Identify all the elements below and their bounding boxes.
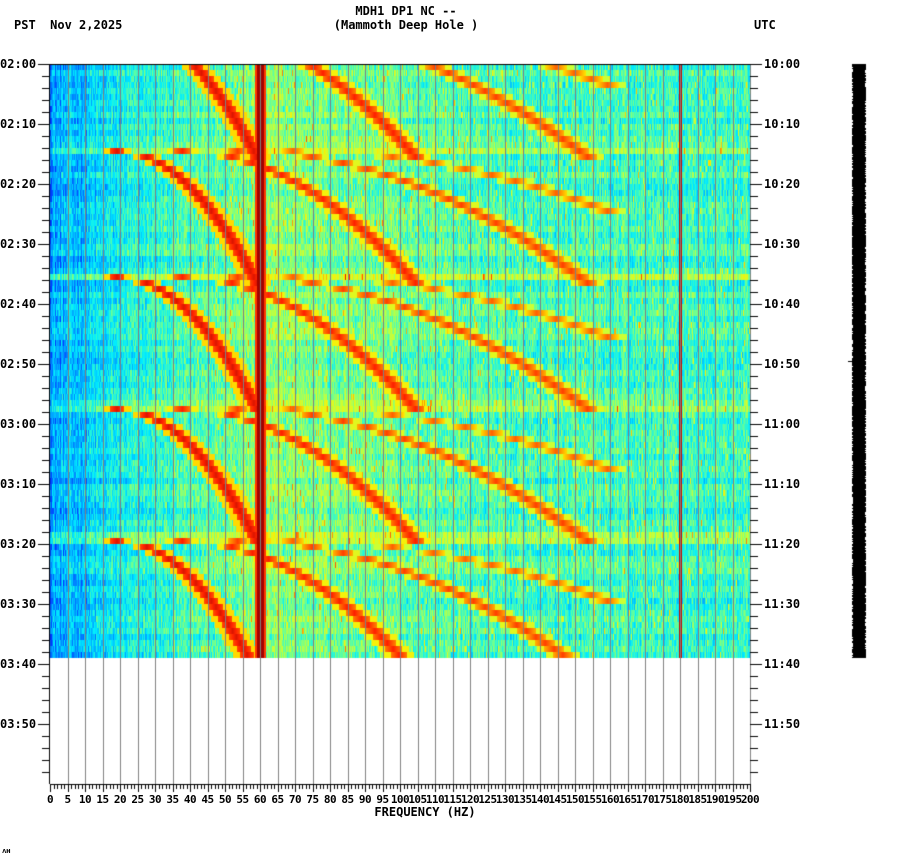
x-tick-label: 50 xyxy=(218,793,232,806)
x-tick-label: 40 xyxy=(183,793,197,806)
y-tick-label-left: 02:00 xyxy=(0,57,37,71)
x-tick-label: 120 xyxy=(460,793,480,806)
x-tick-label: 80 xyxy=(323,793,337,806)
y-tick-label-left: 03:30 xyxy=(0,597,37,611)
y-tick-label-left: 03:00 xyxy=(0,417,37,431)
y-tick-label-right: 10:10 xyxy=(764,117,801,131)
x-tick-label: 105 xyxy=(408,793,427,806)
x-tick-label: 195 xyxy=(723,793,742,806)
y-tick-label-left: 02:20 xyxy=(0,177,37,191)
x-tick-label: 35 xyxy=(166,793,179,806)
x-tick-label: 175 xyxy=(653,793,672,806)
x-tick-label: 65 xyxy=(271,793,284,806)
x-tick-label: 180 xyxy=(670,793,690,806)
y-tick-label-right: 10:40 xyxy=(764,297,801,311)
y-tick-label-right: 10:50 xyxy=(764,357,801,371)
x-tick-label: 95 xyxy=(376,793,389,806)
y-tick-label-left: 03:40 xyxy=(0,657,37,671)
x-tick-label: 130 xyxy=(495,793,515,806)
y-tick-label-right: 11:00 xyxy=(764,417,801,431)
x-tick-label: 140 xyxy=(530,793,550,806)
y-tick-label-right: 10:00 xyxy=(764,57,801,71)
x-tick-label: 5 xyxy=(64,793,71,806)
x-tick-label: 25 xyxy=(131,793,144,806)
y-tick-label-left: 02:40 xyxy=(0,297,37,311)
x-tick-label: 125 xyxy=(478,793,497,806)
x-tick-label: 60 xyxy=(253,793,267,806)
x-tick-label: 0 xyxy=(46,793,54,806)
x-tick-label: 150 xyxy=(565,793,585,806)
x-tick-label: 155 xyxy=(583,793,602,806)
y-tick-label-right: 11:40 xyxy=(764,657,801,671)
x-tick-label: 160 xyxy=(600,793,620,806)
y-tick-label-left: 03:20 xyxy=(0,537,37,551)
x-tick-label: 30 xyxy=(148,793,162,806)
x-tick-label: 200 xyxy=(740,793,760,806)
x-tick-label: 190 xyxy=(705,793,725,806)
y-tick-label-right: 11:10 xyxy=(764,477,801,491)
x-tick-label: 165 xyxy=(618,793,637,806)
y-tick-label-left: 02:50 xyxy=(0,357,37,371)
x-tick-label: 70 xyxy=(288,793,302,806)
x-tick-label: 185 xyxy=(688,793,707,806)
y-tick-label-right: 11:20 xyxy=(764,537,801,551)
y-tick-label-left: 03:10 xyxy=(0,477,37,491)
x-tick-label: 45 xyxy=(201,793,214,806)
x-tick-label: 85 xyxy=(341,793,354,806)
y-tick-label-right: 10:20 xyxy=(764,177,801,191)
x-tick-label: 135 xyxy=(513,793,532,806)
x-tick-label: 55 xyxy=(236,793,249,806)
x-tick-label: 100 xyxy=(390,793,410,806)
y-tick-label-right: 11:50 xyxy=(764,717,801,731)
y-tick-label-right: 10:30 xyxy=(764,237,801,251)
x-tick-label: 75 xyxy=(306,793,319,806)
y-tick-label-left: 02:10 xyxy=(0,117,37,131)
y-tick-label-right: 11:30 xyxy=(764,597,801,611)
x-tick-label: 20 xyxy=(113,793,127,806)
corner-mark: ᴧʜ xyxy=(2,847,11,855)
x-tick-label: 170 xyxy=(635,793,655,806)
x-axis-title: FREQUENCY (HZ) xyxy=(374,805,476,819)
y-tick-label-left: 03:50 xyxy=(0,717,37,731)
y-tick-label-left: 02:30 xyxy=(0,237,37,251)
x-tick-label: 15 xyxy=(96,793,109,806)
x-tick-label: 110 xyxy=(425,793,445,806)
x-tick-label: 10 xyxy=(78,793,92,806)
x-tick-label: 115 xyxy=(443,793,462,806)
x-tick-label: 90 xyxy=(358,793,372,806)
x-tick-label: 145 xyxy=(548,793,567,806)
